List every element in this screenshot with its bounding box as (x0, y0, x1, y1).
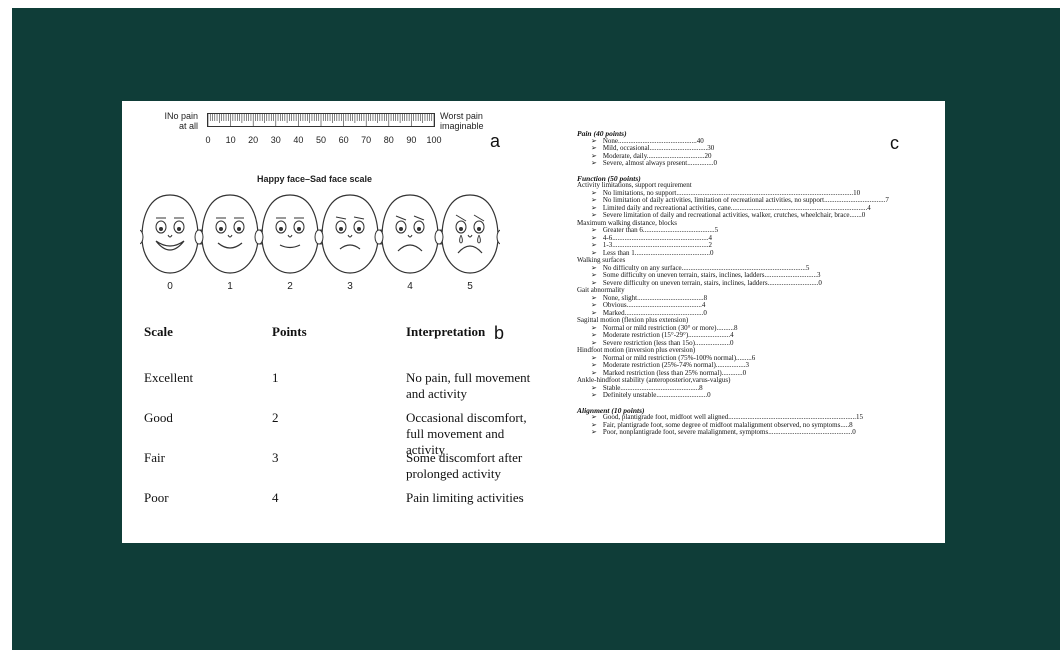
panel-letter-b: b (494, 323, 505, 343)
list-item: Severe limitation of daily and recreatio… (577, 212, 947, 220)
group-heading: Maximum walking distance, blocks (577, 218, 677, 227)
face-icon (140, 194, 206, 274)
header-points: Points (272, 324, 307, 339)
list-item: Normal or mild restriction (30° or more)… (577, 325, 947, 333)
list-item: None, slight............................… (577, 295, 947, 303)
list-item: Severe restriction (less than 15o)......… (577, 340, 947, 348)
face-label: 2 (287, 281, 293, 292)
section-title: Pain (40 points) (577, 129, 627, 138)
list-item: Moderate restriction (15°-29°)..........… (577, 332, 947, 340)
group-heading: Walking surfaces (577, 256, 626, 264)
group-heading: Hindfoot motion (inversion plus eversion… (577, 346, 696, 354)
list-item: Normal or mild restriction (75%-100% nor… (577, 355, 947, 363)
slide-background: INo pain at all 0 10 20 30 40 50 60 70 80 90 100 W… (12, 8, 1060, 650)
list-item: Obvious.................................… (577, 302, 947, 310)
vas-right-anchor: Worst pain imaginable (440, 111, 484, 131)
list-item: Severe, almost always present...........… (577, 160, 947, 168)
list-item: Fair, plantigrade foot, some degree of m… (577, 422, 947, 430)
list-item: Definitely unstable.....................… (577, 392, 947, 400)
list-item: Some difficulty on uneven terrain, stair… (577, 272, 947, 280)
group-heading: Sagittal motion (flexion plus extension) (577, 316, 689, 324)
header-interpretation: Interpretation (406, 324, 486, 339)
vas-tick-labels: 0 10 20 30 40 50 60 70 80 90 100 (204, 135, 444, 147)
list-item: No limitations, no support..............… (577, 190, 947, 198)
list-item: Severe difficulty on uneven terrain, sta… (577, 280, 947, 288)
vas-tick-label: 50 (315, 135, 327, 145)
vas-tick-label: 0 (205, 135, 211, 145)
list-item: No difficulty on any surface............… (577, 265, 947, 273)
vas-tick-label: 10 (225, 135, 236, 145)
vas-left-anchor: INo pain at all (164, 111, 198, 131)
panel-letter-a: a (490, 131, 501, 151)
vas-tick-label: 20 (248, 135, 259, 145)
panel-letter-c: c (890, 133, 899, 153)
section-title: Alignment (10 points) (577, 405, 645, 415)
face-label: 4 (407, 281, 413, 292)
group-heading: Gait abnormality (577, 286, 625, 294)
list-item: Marked..................................… (577, 310, 947, 318)
face-label: 0 (167, 281, 173, 292)
face-icon (374, 194, 446, 274)
face-icon (194, 194, 266, 274)
face-icon (434, 194, 500, 274)
list-item: Greater than 6..........................… (577, 227, 947, 235)
group-heading: Activity limitations, support requiremen… (577, 181, 692, 189)
face-icon (314, 194, 386, 274)
list-item: 1-3.....................................… (577, 242, 947, 250)
vas-tick-label: 90 (406, 135, 417, 145)
list-item: Moderate, daily.........................… (577, 153, 947, 161)
vas-tick-label: 60 (338, 135, 349, 145)
face-icon (254, 194, 326, 274)
vas-tick-label: 30 (270, 135, 281, 145)
header-scale: Scale (144, 324, 173, 339)
vas-tick-label: 40 (293, 135, 304, 145)
faces-scale (140, 194, 500, 274)
figure-sheet: INo pain at all 0 10 20 30 40 50 60 70 80 90 100 W… (122, 101, 945, 543)
vas-ruler (207, 113, 435, 127)
face-label: 5 (467, 281, 473, 292)
vas-tick-label: 70 (361, 135, 372, 145)
vas-tick-label: 100 (426, 135, 442, 145)
list-item: Limited daily and recreational activitie… (577, 205, 947, 213)
faces-scale-title: Happy face–Sad face scale (257, 174, 373, 184)
face-label: 3 (347, 281, 353, 292)
list-item: Poor, nonplantigrade foot, severe malali… (577, 429, 947, 437)
list-item: Moderate restriction (25%-74% normal)...… (577, 362, 947, 370)
section-title: Function (50 points) (577, 173, 641, 183)
list-item: None....................................… (577, 138, 947, 146)
list-item: Marked restriction (less than 25% normal… (577, 370, 947, 378)
group-heading: Ankle-hindfoot stability (anteroposterio… (577, 376, 731, 384)
list-item: Mild, occasional........................… (577, 145, 947, 153)
list-item: Good, plantigrade foot, midfoot well ali… (577, 414, 947, 422)
list-item: Stable..................................… (577, 385, 947, 393)
list-item: 4-6.....................................… (577, 235, 947, 243)
aofas-score-list: Pain (40 points)None....................… (577, 127, 947, 437)
list-item: Less than 1.............................… (577, 250, 947, 258)
list-item: No limitation of daily activities, limit… (577, 197, 947, 205)
face-label: 1 (227, 281, 233, 292)
vas-tick-label: 80 (383, 135, 394, 145)
